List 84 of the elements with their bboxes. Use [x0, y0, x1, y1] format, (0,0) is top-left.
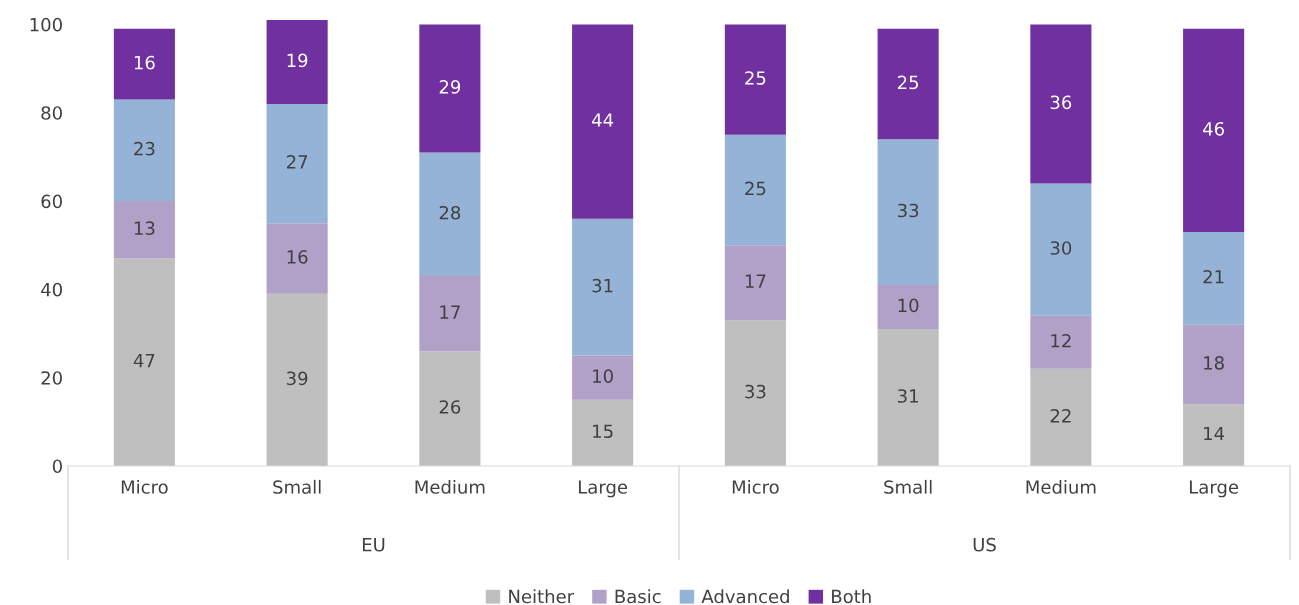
y-tick-label: 0 — [52, 459, 62, 474]
data-label: 10 — [593, 369, 613, 383]
data-label: 33 — [898, 203, 919, 218]
data-label: 15 — [593, 424, 613, 439]
data-label: 27 — [286, 155, 308, 169]
y-tick-label: 20 — [41, 371, 62, 385]
bar — [1183, 324, 1245, 405]
data-label: 18 — [1204, 356, 1224, 370]
bar — [1030, 315, 1092, 369]
y-tick-label: 80 — [41, 106, 62, 120]
legend-label: Neither — [509, 589, 575, 604]
bar — [1030, 183, 1092, 316]
data-label: 46 — [1203, 121, 1224, 136]
bar — [113, 99, 175, 202]
bar — [724, 134, 786, 246]
data-label: 16 — [134, 55, 155, 70]
y-tick-label: 40 — [41, 282, 62, 297]
data-label: 17 — [440, 305, 460, 319]
text: EU — [362, 538, 385, 552]
legend-label: Basic — [615, 589, 661, 604]
bar — [572, 218, 634, 356]
y-tick-label: 60 — [41, 194, 62, 209]
data-label: 47 — [133, 354, 155, 368]
data-label: 14 — [1204, 426, 1225, 441]
x-tick-label: Large — [578, 480, 628, 498]
data-label: 21 — [1203, 269, 1224, 284]
bar — [724, 320, 786, 466]
data-label: 12 — [1051, 333, 1071, 348]
bar — [572, 399, 634, 466]
data-label: 25 — [897, 75, 919, 90]
bar — [1183, 404, 1245, 466]
bar — [266, 223, 328, 294]
data-label: 10 — [898, 298, 919, 313]
bar — [113, 201, 175, 259]
bar — [1183, 231, 1245, 325]
legend-label: Both — [832, 589, 871, 604]
bar — [266, 20, 328, 104]
data-label: 39 — [287, 371, 308, 386]
bar — [113, 258, 175, 466]
bar — [419, 152, 481, 277]
x-tick-label: Medium — [415, 479, 485, 494]
data-label: 31 — [592, 278, 613, 293]
data-label: 25 — [745, 181, 766, 196]
bar — [572, 24, 634, 219]
bar — [266, 293, 328, 466]
bar — [113, 28, 175, 100]
bar — [877, 284, 939, 330]
x-tick-label: Medium — [1026, 479, 1096, 494]
data-label: 44 — [592, 113, 614, 127]
y-tick-label: 100 — [30, 17, 62, 32]
x-tick-label: Large — [1189, 480, 1239, 498]
bar — [572, 355, 634, 400]
data-label: 26 — [439, 400, 461, 414]
bar — [877, 139, 939, 285]
data-label: 33 — [745, 384, 766, 399]
bar — [1030, 368, 1092, 466]
data-label: 31 — [898, 389, 918, 403]
data-label: 16 — [287, 250, 308, 264]
legend-label: Advanced — [701, 589, 789, 604]
text: US — [973, 537, 996, 552]
bar — [419, 24, 481, 153]
x-tick-label: Micro — [121, 479, 168, 494]
data-label: 36 — [1050, 95, 1072, 110]
data-label: 25 — [745, 71, 766, 85]
x-tick-label: Micro — [732, 479, 779, 494]
data-label: 19 — [287, 53, 308, 68]
data-label: 17 — [745, 274, 766, 288]
bar — [724, 245, 786, 321]
bar — [1030, 24, 1092, 184]
data-label: 13 — [134, 221, 155, 235]
bar — [419, 351, 481, 466]
bar — [877, 329, 939, 466]
bar — [1183, 28, 1245, 232]
data-label: 23 — [134, 141, 155, 156]
bar — [419, 276, 481, 352]
data-label: 30 — [1050, 241, 1072, 255]
data-label: 28 — [439, 205, 461, 220]
x-tick-label: Small — [884, 479, 932, 494]
bar — [724, 24, 786, 135]
data-label: 22 — [1050, 409, 1071, 423]
bar — [266, 103, 328, 224]
data-label: 29 — [439, 80, 461, 94]
x-tick-label: Small — [273, 479, 321, 494]
bar — [877, 28, 939, 140]
